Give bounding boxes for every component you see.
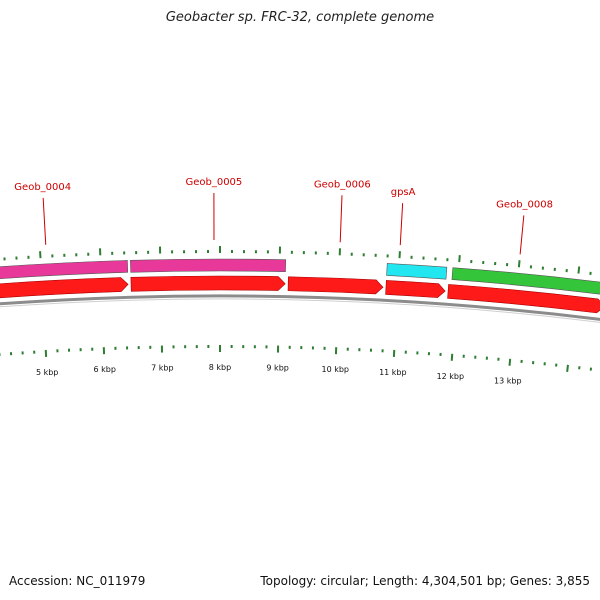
outer-tick [458, 255, 461, 263]
kbp-label: 13 kbp [494, 377, 522, 386]
gene-callout-line [519, 215, 525, 255]
kbp-label: 10 kbp [322, 365, 350, 374]
outer-tick [517, 260, 521, 268]
accession-text: Accession: NC_011979 [9, 574, 146, 588]
backbone-outer [0, 294, 600, 321]
gene-callout-line [399, 203, 404, 246]
backbone-inner [0, 298, 600, 323]
gene-box-4 [386, 263, 448, 280]
gene-label: Geob_0006 [314, 179, 371, 190]
kbp-label: 11 kbp [379, 368, 407, 377]
genome-summary: Topology: circular; Length: 4,304,501 bp… [260, 574, 590, 588]
inner-tick [508, 358, 512, 366]
cds-arrow-2 [287, 276, 384, 295]
gene-box-0 [0, 260, 129, 280]
gene-label: Geob_0005 [185, 177, 242, 188]
cds-arrow-1 [130, 275, 286, 292]
cds-arrow-3 [385, 280, 446, 298]
genome-title: Geobacter sp. FRC-32, complete genome [165, 10, 435, 25]
kbp-label: 12 kbp [437, 372, 465, 381]
inner-tick [566, 364, 569, 372]
gene-callout-line [339, 195, 343, 243]
kbp-label: 6 kbp [94, 365, 116, 374]
outer-tick [577, 266, 581, 274]
kbp-label: 8 kbp [209, 363, 231, 372]
kbp-label: 5 kbp [36, 368, 58, 377]
cds-arrow-0 [0, 277, 129, 299]
kbp-label: 7 kbp [151, 364, 173, 373]
gene-label: gpsA [391, 187, 416, 198]
gene-box-5 [451, 267, 600, 295]
kbp-label: 9 kbp [266, 364, 288, 373]
gene-label: Geob_0004 [14, 182, 71, 193]
gene-box-1 [130, 258, 287, 273]
cds-arrow-4 [447, 284, 600, 314]
gene-label: Geob_0008 [496, 199, 553, 210]
inner-tick [450, 353, 454, 361]
gene-callout-line [42, 197, 47, 245]
